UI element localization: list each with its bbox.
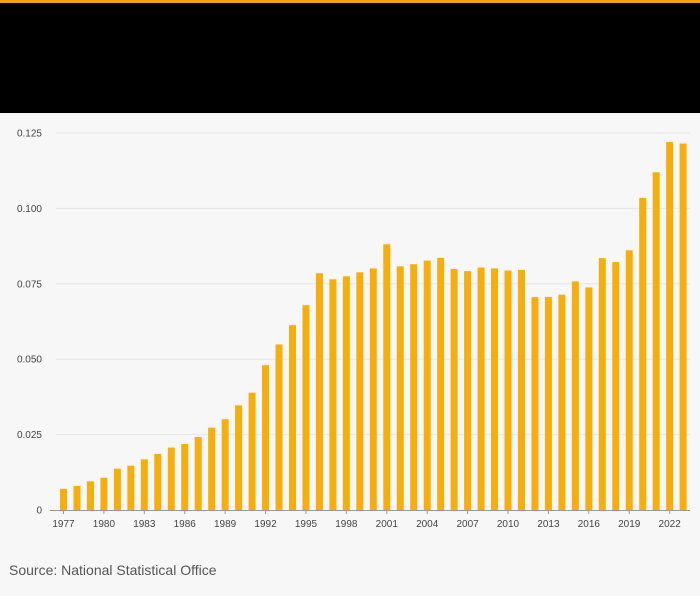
- bar-1983: [140, 459, 148, 510]
- x-tick-label: 2004: [416, 519, 439, 530]
- bar-1989: [221, 419, 229, 510]
- x-tick-label: 2019: [618, 519, 641, 530]
- bar-2008: [477, 267, 485, 510]
- x-tick-label: 1992: [254, 519, 277, 530]
- bar-2009: [491, 268, 499, 510]
- x-tick-label: 1986: [174, 519, 197, 530]
- top-accent-rule: [0, 0, 700, 3]
- y-tick-label: 0.025: [17, 430, 42, 441]
- x-tick-label: 2001: [376, 519, 399, 530]
- bar-2007: [464, 271, 472, 510]
- bar-1994: [288, 325, 296, 510]
- bar-1998: [342, 276, 350, 510]
- bar-1986: [181, 443, 189, 510]
- bar-2001: [383, 244, 391, 510]
- bar-2011: [517, 269, 525, 510]
- bar-2012: [531, 297, 539, 510]
- bar-1991: [248, 392, 256, 510]
- x-tick-label: 1983: [133, 519, 156, 530]
- x-tick-label: 2007: [456, 519, 479, 530]
- bar-2002: [396, 266, 404, 510]
- bar-1984: [154, 453, 162, 510]
- x-tick-label: 1977: [52, 519, 75, 530]
- bar-1977: [60, 488, 67, 510]
- bar-2000: [369, 268, 377, 510]
- x-tick-label: 1989: [214, 519, 237, 530]
- bar-1981: [113, 468, 121, 510]
- bar-1995: [302, 305, 310, 510]
- bar-1980: [100, 477, 108, 510]
- bars: [60, 142, 687, 511]
- y-tick-label: 0.100: [17, 204, 42, 215]
- bar-2015: [571, 281, 579, 510]
- x-tick-label: 1980: [93, 519, 116, 530]
- bar-2004: [423, 260, 431, 510]
- bar-2019: [625, 250, 633, 511]
- bar-2003: [410, 264, 418, 510]
- bar-1996: [315, 273, 323, 510]
- bar-2006: [450, 269, 458, 510]
- bar-2020: [639, 197, 647, 510]
- bar-2010: [504, 270, 512, 510]
- y-tick-label: 0: [36, 506, 42, 517]
- bar-1985: [167, 447, 175, 510]
- bar-2017: [598, 258, 606, 510]
- y-tick-label: 0.050: [17, 355, 42, 366]
- y-tick-label: 0.125: [17, 129, 42, 140]
- bar-1987: [194, 437, 202, 510]
- source-note: Source: National Statistical Office: [9, 562, 217, 578]
- bar-2022: [666, 142, 674, 510]
- x-tick-label: 2016: [578, 519, 601, 530]
- bar-1993: [275, 344, 283, 510]
- y-tick-label: 0.075: [17, 279, 42, 290]
- y-axis-ticks: 0 0.025 0.050 0.075 0.100 0.125: [17, 129, 42, 517]
- bar-2013: [544, 297, 552, 510]
- x-tick-label: 2013: [537, 519, 560, 530]
- bar-2018: [612, 262, 620, 510]
- bar-2021: [652, 172, 660, 510]
- bar-1988: [208, 427, 216, 510]
- x-tick-label: 2010: [497, 519, 520, 530]
- x-tick-label: 2022: [659, 519, 682, 530]
- x-axis-ticks: 1977 1980 1983 1986 1989 1992 1995 1998 2001 2004…: [52, 510, 681, 530]
- bar-2016: [585, 287, 593, 510]
- bar-1999: [356, 272, 364, 510]
- bar-1992: [262, 365, 270, 510]
- header-banner: [0, 3, 700, 113]
- bar-2014: [558, 294, 566, 510]
- bar-1978: [73, 485, 81, 510]
- x-tick-label: 1998: [335, 519, 358, 530]
- bar-1979: [86, 481, 94, 510]
- bar-1982: [127, 465, 135, 510]
- bar-1997: [329, 279, 337, 510]
- bar-2005: [437, 257, 445, 510]
- x-tick-label: 1995: [295, 519, 318, 530]
- bar-1990: [235, 405, 243, 510]
- bar-2023: [679, 143, 687, 510]
